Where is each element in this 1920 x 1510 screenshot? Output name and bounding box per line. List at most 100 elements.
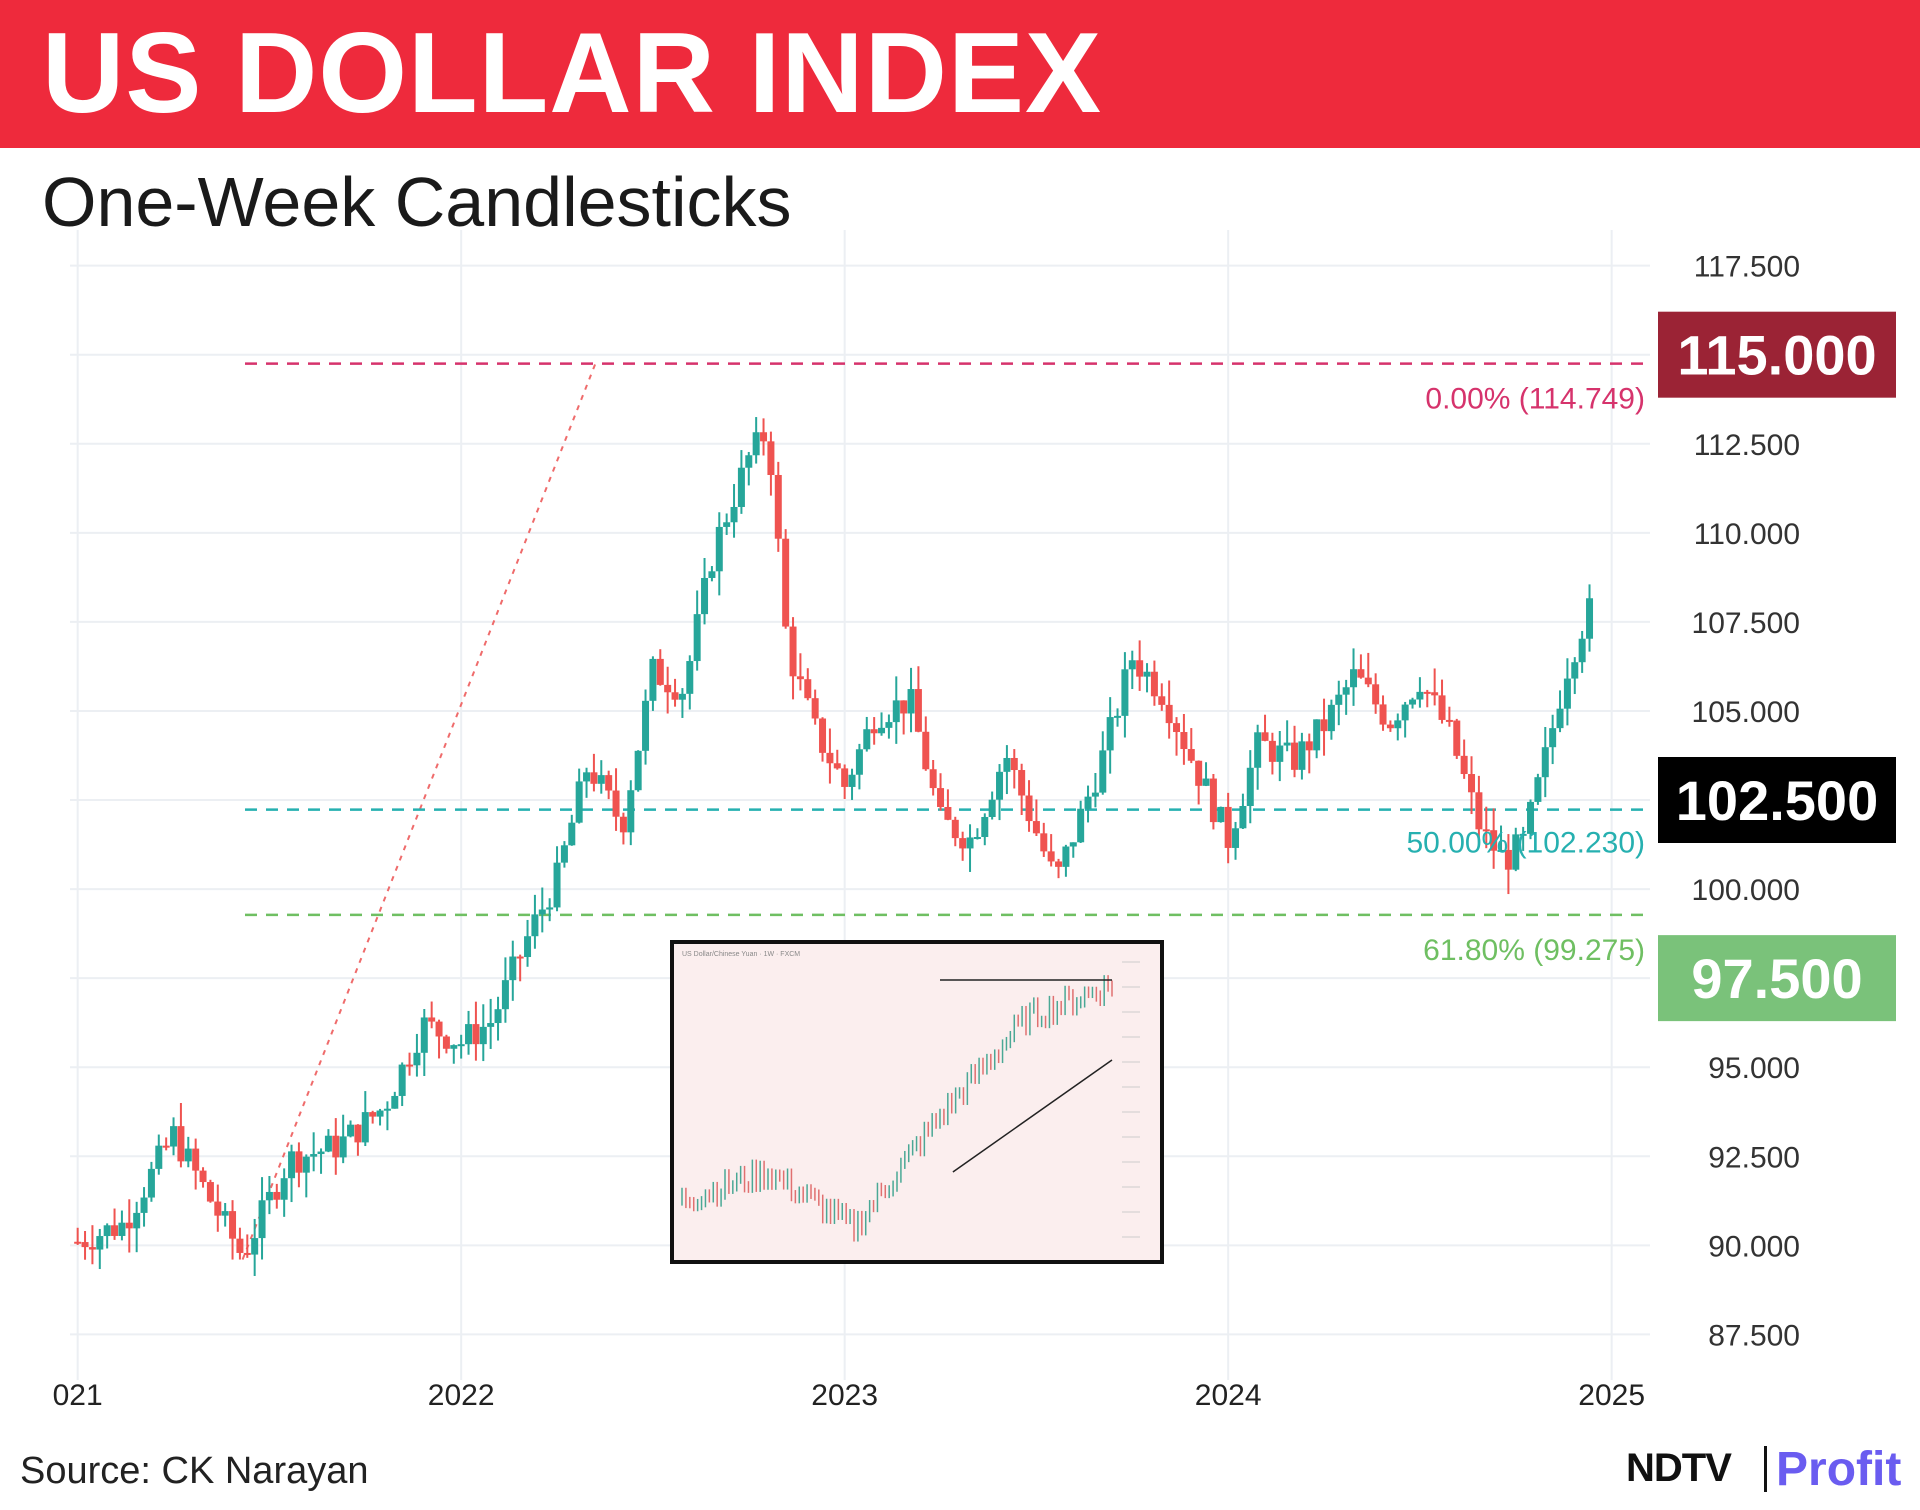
candle-body — [428, 1017, 436, 1022]
logo-ndtv: NDTV — [1626, 1446, 1732, 1490]
candle — [575, 768, 583, 824]
candle — [914, 666, 922, 733]
candle — [1246, 750, 1254, 824]
candle-body — [1246, 767, 1254, 807]
candle-body — [981, 816, 989, 838]
candle — [937, 773, 945, 811]
candle — [988, 791, 996, 820]
candle — [1364, 652, 1372, 688]
candle-body — [398, 1064, 406, 1096]
candle-body — [1003, 757, 1011, 772]
candle — [546, 898, 554, 922]
candle — [1195, 760, 1203, 805]
candle-body — [1541, 747, 1549, 778]
candle-body — [848, 774, 856, 787]
candle — [878, 712, 886, 736]
logo-profit: Profit — [1776, 1443, 1902, 1496]
fib-label: 0.00% (114.749) — [1425, 383, 1645, 416]
candle-body — [634, 750, 642, 791]
candle — [1018, 763, 1026, 815]
candle-body — [737, 467, 745, 507]
candle — [147, 1161, 155, 1202]
candle — [686, 655, 694, 710]
candle-body — [804, 679, 812, 699]
candle — [531, 894, 539, 949]
candle — [929, 759, 937, 796]
candle — [1232, 821, 1240, 860]
candle-body — [354, 1124, 362, 1143]
candle-body — [929, 769, 937, 789]
candle-body — [1158, 696, 1166, 705]
candle — [752, 417, 760, 464]
candle — [501, 957, 509, 1023]
candle-body — [332, 1135, 340, 1158]
candle-body — [1504, 849, 1512, 870]
candle-body — [1032, 821, 1040, 834]
candle — [1394, 713, 1402, 741]
candle — [1047, 834, 1055, 867]
candle — [538, 887, 546, 933]
candle-body — [1025, 795, 1033, 822]
candle-body — [642, 700, 650, 751]
candle-body — [708, 571, 716, 578]
candle — [1040, 822, 1048, 857]
candle — [420, 1009, 428, 1077]
candle-body — [155, 1145, 163, 1169]
candle — [745, 451, 753, 486]
candle — [605, 770, 613, 800]
candle — [981, 813, 989, 846]
candle-body — [1320, 719, 1328, 732]
candle-body — [597, 775, 605, 784]
candle-body — [251, 1238, 259, 1255]
x-tick-label: 2022 — [428, 1379, 495, 1412]
candle — [361, 1091, 369, 1147]
candle-body — [782, 538, 790, 627]
candle — [819, 717, 827, 762]
candle — [597, 760, 605, 794]
candle-body — [199, 1170, 207, 1183]
candle-body — [214, 1201, 222, 1216]
candle — [870, 717, 878, 745]
candle — [774, 461, 782, 552]
candle-body — [996, 771, 1004, 800]
candle — [1357, 654, 1365, 679]
candle-body — [1261, 732, 1269, 741]
chart-title: US DOLLAR INDEX — [42, 10, 1103, 137]
candle — [1305, 733, 1313, 774]
candle-body — [184, 1148, 192, 1162]
candle-body — [575, 781, 583, 823]
y-tick-label: 92.500 — [1708, 1141, 1800, 1174]
candle-body — [1217, 806, 1225, 823]
candle — [1453, 718, 1461, 759]
candle-body — [1357, 669, 1365, 678]
candle-body — [1128, 660, 1136, 670]
candle — [206, 1179, 214, 1203]
candle — [1416, 677, 1424, 708]
ndtv-profit-logo: NDTV Profit — [1626, 1442, 1906, 1498]
candle — [162, 1137, 170, 1151]
candle-body — [103, 1225, 111, 1237]
candle — [1482, 806, 1490, 849]
candle — [1165, 680, 1173, 739]
candle — [1327, 699, 1335, 740]
candle-body — [1173, 723, 1181, 733]
inset-frame — [670, 940, 1164, 1264]
candle-body — [1062, 846, 1070, 867]
candle-body — [583, 772, 591, 782]
candle — [229, 1200, 237, 1260]
candle — [1268, 732, 1276, 775]
candle-body — [1468, 774, 1476, 793]
candle — [243, 1234, 251, 1258]
candle-body — [1445, 719, 1453, 722]
candle-body — [1136, 660, 1144, 677]
y-tick-label: 112.500 — [1694, 429, 1800, 462]
candle — [391, 1091, 399, 1109]
candle-body — [265, 1191, 273, 1201]
candle-body — [88, 1247, 96, 1250]
candle-body — [406, 1064, 414, 1067]
candle-body — [1534, 777, 1542, 802]
candle — [369, 1110, 377, 1124]
candle — [1276, 730, 1284, 782]
candle — [553, 846, 561, 912]
candle — [1055, 858, 1063, 879]
